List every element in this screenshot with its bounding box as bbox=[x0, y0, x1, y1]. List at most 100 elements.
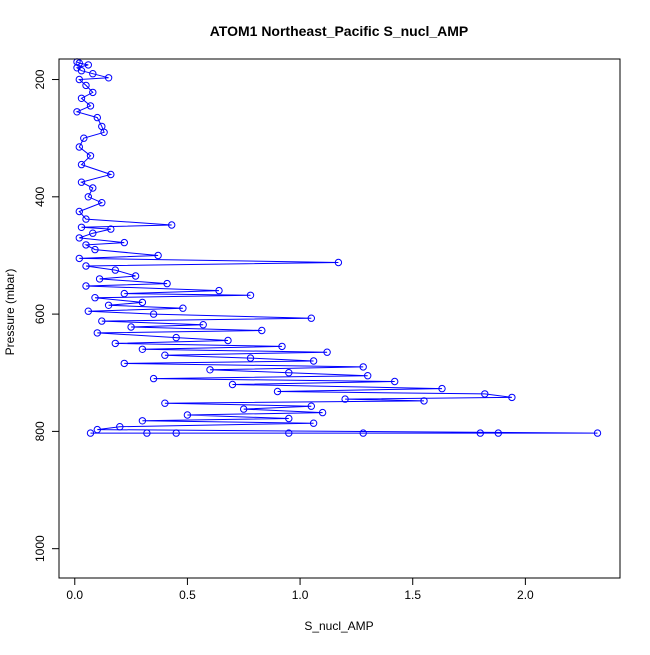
data-point bbox=[91, 294, 99, 302]
data-point bbox=[154, 251, 162, 260]
data-point bbox=[77, 94, 86, 103]
data-point bbox=[120, 359, 129, 368]
data-point bbox=[93, 329, 102, 337]
data-point bbox=[476, 429, 484, 437]
data-point bbox=[77, 223, 86, 232]
data-point bbox=[278, 342, 286, 351]
data-point bbox=[95, 275, 104, 283]
data-point bbox=[111, 266, 120, 274]
data-point bbox=[364, 372, 372, 380]
data-point bbox=[82, 241, 90, 249]
data-point bbox=[93, 425, 102, 434]
data-point bbox=[199, 321, 207, 329]
data-point bbox=[391, 377, 399, 386]
data-point bbox=[359, 363, 367, 371]
data-point bbox=[161, 351, 169, 359]
data-point bbox=[149, 374, 158, 383]
data-point bbox=[75, 254, 84, 263]
data-point bbox=[138, 417, 147, 425]
x-tick-label: 2.0 bbox=[517, 588, 534, 602]
chart-title: ATOM1 Northeast_Pacific S_nucl_AMP bbox=[210, 23, 469, 39]
y-tick-label: 400 bbox=[33, 186, 47, 206]
data-point bbox=[163, 279, 171, 288]
data-point bbox=[86, 429, 95, 437]
data-point bbox=[98, 317, 106, 325]
data-point bbox=[80, 134, 88, 142]
y-tick-label: 800 bbox=[33, 421, 47, 441]
data-point bbox=[107, 170, 115, 179]
data-point bbox=[172, 429, 180, 437]
data-point bbox=[323, 348, 331, 356]
data-point bbox=[224, 336, 232, 345]
data-point bbox=[215, 286, 223, 295]
data-point bbox=[86, 102, 95, 110]
x-tick-label: 0.5 bbox=[179, 588, 196, 602]
data-point bbox=[307, 314, 315, 322]
x-axis-label: S_nucl_AMP bbox=[304, 619, 373, 633]
data-point bbox=[172, 333, 180, 342]
data-point bbox=[73, 108, 81, 116]
y-tick-label: 600 bbox=[33, 304, 47, 324]
data-point bbox=[258, 326, 266, 335]
y-tick-label: 1000 bbox=[33, 535, 47, 562]
data-point bbox=[593, 429, 602, 437]
data-point bbox=[75, 75, 84, 84]
data-point bbox=[285, 414, 293, 423]
data-point bbox=[104, 301, 113, 309]
data-point bbox=[138, 345, 147, 353]
data-point bbox=[75, 234, 84, 242]
data-point bbox=[116, 423, 124, 431]
data-point bbox=[481, 390, 489, 398]
x-tick-label: 1.0 bbox=[292, 588, 309, 602]
data-point bbox=[120, 289, 129, 298]
data-point bbox=[359, 429, 367, 437]
data-point bbox=[149, 310, 158, 318]
data-point bbox=[228, 380, 237, 389]
data-point bbox=[179, 304, 187, 312]
data-point bbox=[107, 225, 115, 233]
data-point bbox=[285, 369, 293, 377]
data-point bbox=[240, 405, 248, 413]
data-point bbox=[161, 399, 169, 407]
data-point bbox=[334, 258, 343, 267]
data-point bbox=[89, 70, 97, 78]
data-point bbox=[84, 307, 93, 315]
data-point bbox=[309, 357, 318, 365]
data-point bbox=[246, 291, 255, 299]
data-point bbox=[131, 272, 140, 280]
data-point bbox=[120, 238, 129, 247]
data-point bbox=[104, 74, 113, 82]
data-point bbox=[82, 81, 90, 90]
x-tick-label: 0.0 bbox=[66, 588, 83, 602]
data-point bbox=[75, 207, 84, 216]
series-line bbox=[75, 61, 598, 434]
data-point bbox=[100, 128, 108, 137]
series-layer bbox=[73, 58, 602, 437]
plot-frame bbox=[58, 58, 621, 579]
data-point bbox=[168, 221, 176, 229]
data-point bbox=[111, 339, 120, 348]
data-point bbox=[93, 113, 102, 122]
data-point bbox=[77, 160, 86, 169]
data-point bbox=[82, 215, 90, 223]
data-point bbox=[89, 184, 97, 192]
data-point bbox=[82, 262, 90, 270]
data-point bbox=[82, 282, 90, 290]
data-point bbox=[307, 402, 315, 410]
data-point bbox=[84, 193, 93, 201]
data-point bbox=[438, 384, 446, 393]
data-point bbox=[246, 354, 255, 362]
data-point bbox=[89, 88, 97, 97]
y-tick-label: 200 bbox=[33, 69, 47, 89]
data-point bbox=[75, 143, 84, 151]
data-point bbox=[341, 395, 349, 403]
data-point bbox=[75, 59, 84, 67]
data-point bbox=[143, 429, 151, 437]
data-point bbox=[420, 397, 428, 405]
x-tick-label: 1.5 bbox=[404, 588, 421, 602]
y-axis-label: Pressure (mbar) bbox=[3, 269, 17, 356]
data-point bbox=[318, 408, 327, 417]
data-point bbox=[494, 429, 502, 437]
